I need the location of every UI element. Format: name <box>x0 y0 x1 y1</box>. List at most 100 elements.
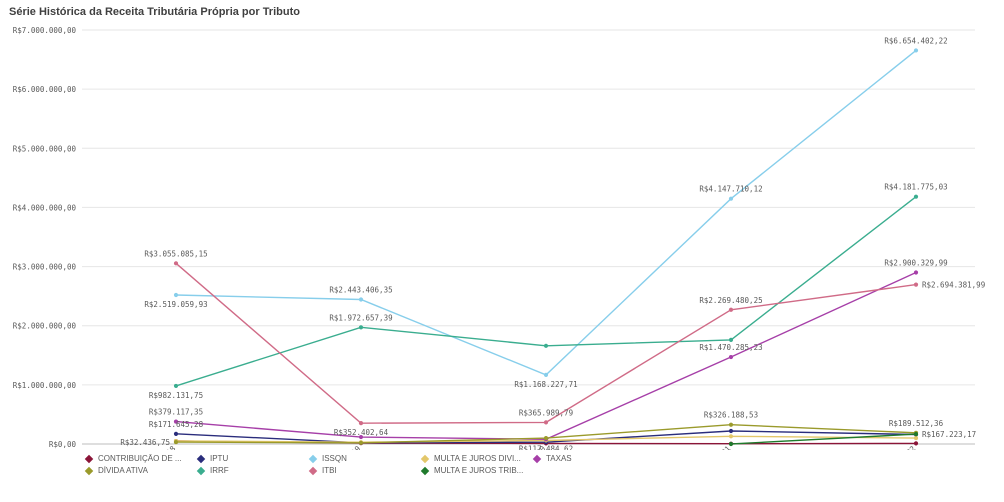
data-point <box>728 422 734 427</box>
data-point <box>913 270 919 275</box>
x-tick-label: 2018 <box>158 444 177 450</box>
data-label: R$352.402,64 <box>334 428 389 437</box>
legend-item[interactable]: CONTRIBUIÇÃO DE ... <box>84 454 198 463</box>
line-chart: R$0,00 R$1.000.000,00 R$2.000.000,00 R$3.00… <box>13 26 985 450</box>
legend-marker-icon <box>196 454 206 463</box>
legend-item[interactable]: ISSQN <box>308 454 422 463</box>
data-label: R$3.055.085,15 <box>144 249 207 258</box>
data-point <box>358 434 364 440</box>
data-label: R$117.484,62 <box>519 444 573 450</box>
legend-item[interactable]: MULTA E JUROS DIVI... <box>420 454 534 463</box>
data-point <box>173 292 179 298</box>
data-point <box>728 354 734 360</box>
data-label: R$1.168.227,71 <box>514 380 577 389</box>
chart-title: Série Histórica da Receita Tributária Pr… <box>9 6 300 18</box>
legend-label: IRRF <box>210 466 229 475</box>
data-point <box>913 432 919 437</box>
x-tick-label: 2019 <box>343 444 362 450</box>
data-point <box>913 435 919 441</box>
y-tick-label: R$7.000.000,00 <box>13 26 77 35</box>
data-point <box>728 196 734 201</box>
y-tick-label: R$4.000.000,00 <box>13 203 77 212</box>
data-point <box>358 325 364 330</box>
data-label: R$167.223,17 <box>922 430 976 439</box>
data-label: R$2.694.381,99 <box>922 281 985 290</box>
data-point <box>173 431 179 436</box>
legend-marker-icon <box>420 454 430 463</box>
data-point <box>913 194 919 199</box>
data-point <box>358 421 364 426</box>
x-tick-label: 2020 <box>528 444 547 450</box>
data-point <box>543 435 549 441</box>
legend-item[interactable]: MULTA E JUROS TRIB... <box>420 466 534 475</box>
data-label: R$32.436,75 <box>120 438 170 447</box>
y-tick-label: R$3.000.000,00 <box>13 263 77 272</box>
y-tick-label: R$2.000.000,00 <box>13 322 77 331</box>
data-point <box>543 372 549 378</box>
legend-item[interactable]: IRRF <box>196 466 310 475</box>
y-tick-label: R$6.000.000,00 <box>13 85 77 94</box>
data-point <box>543 420 549 425</box>
data-point <box>913 441 919 446</box>
data-point <box>173 419 179 424</box>
data-label: R$2.443.406,35 <box>329 285 392 294</box>
legend-item[interactable]: TAXAS <box>532 454 634 463</box>
legend-item[interactable]: IPTU <box>196 454 310 463</box>
y-tick-label: R$0,00 <box>49 440 77 449</box>
data-label: R$6.654.402,22 <box>884 36 947 45</box>
y-tick-label: R$1.000.000,00 <box>13 381 77 390</box>
data-point <box>728 307 734 312</box>
series-line-7 <box>175 262 917 424</box>
legend-marker-icon <box>532 454 542 463</box>
data-label: R$365.989,79 <box>519 408 573 417</box>
data-point <box>543 343 549 348</box>
data-labels: R$3.055.085,15 R$2.519.059,93 R$982.131,75… <box>120 36 985 450</box>
data-label: R$379.117,35 <box>149 408 203 417</box>
series-line-2 <box>175 49 917 376</box>
data-label: R$326.188,53 <box>704 411 758 420</box>
legend-marker-icon <box>196 466 206 475</box>
data-label: R$4.181.775,03 <box>884 183 947 192</box>
data-point <box>728 434 734 439</box>
data-point <box>358 440 364 445</box>
data-point <box>358 297 364 302</box>
data-point <box>728 428 734 434</box>
legend-label: TAXAS <box>546 454 572 463</box>
legend-label: CONTRIBUIÇÃO DE ... <box>98 454 182 463</box>
legend-marker-icon <box>308 454 318 463</box>
data-label: R$982.131,75 <box>149 391 203 400</box>
x-tick-label: 2021 <box>713 444 732 450</box>
legend-marker-icon <box>84 466 94 475</box>
legend-marker-icon <box>84 454 94 463</box>
data-point <box>173 261 179 266</box>
data-label: R$4.147.710,12 <box>699 185 762 194</box>
legend-label: ITBI <box>322 466 337 475</box>
legend-label: IPTU <box>210 454 229 463</box>
series-line-6 <box>175 196 917 387</box>
legend-marker-icon <box>420 466 430 475</box>
data-point <box>728 337 734 343</box>
data-point <box>913 282 919 287</box>
legend-item[interactable]: DÍVIDA ATIVA <box>84 466 198 475</box>
legend-label: ISSQN <box>322 454 347 463</box>
series-points <box>173 48 919 447</box>
data-label: R$2.269.480,25 <box>699 296 762 305</box>
data-label: R$2.900.329,99 <box>884 258 947 267</box>
data-label: R$1.972.657,39 <box>329 313 392 322</box>
data-point <box>913 48 919 53</box>
data-point <box>173 383 179 389</box>
x-tick-label: 2022 <box>898 444 917 450</box>
legend: CONTRIBUIÇÃO DE ... IPTU ISSQN MULTA E JURO… <box>84 454 686 475</box>
data-label: R$1.470.285,23 <box>699 343 762 352</box>
series-line-8 <box>730 433 917 445</box>
data-label: R$189.512,36 <box>889 419 944 428</box>
legend-item[interactable]: ITBI <box>308 466 422 475</box>
data-point <box>173 439 179 445</box>
legend-marker-icon <box>308 466 318 475</box>
legend-label: MULTA E JUROS TRIB... <box>434 466 524 475</box>
data-label: R$171.645,28 <box>149 420 204 429</box>
y-tick-label: R$5.000.000,00 <box>13 144 77 153</box>
y-axis-ticks: R$0,00 R$1.000.000,00 R$2.000.000,00 R$3.00… <box>13 26 77 449</box>
data-point <box>728 441 734 447</box>
legend-label: DÍVIDA ATIVA <box>98 466 148 475</box>
